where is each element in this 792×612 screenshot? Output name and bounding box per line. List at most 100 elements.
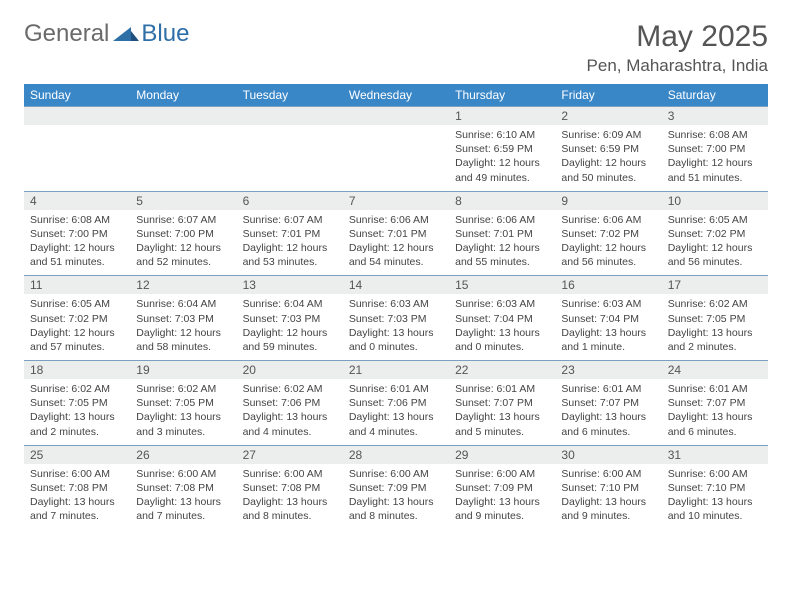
day-number: 18 <box>24 361 130 379</box>
day-number: 23 <box>555 361 661 379</box>
calendar-day-cell: 6Sunrise: 6:07 AMSunset: 7:01 PMDaylight… <box>237 191 343 276</box>
calendar-day-cell: 22Sunrise: 6:01 AMSunset: 7:07 PMDayligh… <box>449 361 555 446</box>
daylight-line: Daylight: 12 hours and 52 minutes. <box>136 241 230 269</box>
sunrise-line: Sunrise: 6:02 AM <box>30 382 124 396</box>
daylight-line: Daylight: 13 hours and 2 minutes. <box>668 326 762 354</box>
calendar-day-cell: 7Sunrise: 6:06 AMSunset: 7:01 PMDaylight… <box>343 191 449 276</box>
day-body: Sunrise: 6:01 AMSunset: 7:06 PMDaylight:… <box>343 379 449 445</box>
day-body: Sunrise: 6:10 AMSunset: 6:59 PMDaylight:… <box>449 125 555 191</box>
sunset-line: Sunset: 7:05 PM <box>136 396 230 410</box>
daylight-line: Daylight: 13 hours and 0 minutes. <box>349 326 443 354</box>
brand-logo: General Blue <box>24 20 189 48</box>
sunset-line: Sunset: 7:04 PM <box>455 312 549 326</box>
sunset-line: Sunset: 7:07 PM <box>455 396 549 410</box>
daylight-line: Daylight: 13 hours and 7 minutes. <box>136 495 230 523</box>
day-body: Sunrise: 6:05 AMSunset: 7:02 PMDaylight:… <box>24 294 130 360</box>
calendar-day-cell: 10Sunrise: 6:05 AMSunset: 7:02 PMDayligh… <box>662 191 768 276</box>
calendar-day-cell: 2Sunrise: 6:09 AMSunset: 6:59 PMDaylight… <box>555 107 661 192</box>
day-number: 6 <box>237 192 343 210</box>
daylight-line: Daylight: 13 hours and 6 minutes. <box>561 410 655 438</box>
daylight-line: Daylight: 13 hours and 0 minutes. <box>455 326 549 354</box>
sunset-line: Sunset: 7:06 PM <box>349 396 443 410</box>
calendar-day-cell: 21Sunrise: 6:01 AMSunset: 7:06 PMDayligh… <box>343 361 449 446</box>
sunrise-line: Sunrise: 6:08 AM <box>30 213 124 227</box>
sunset-line: Sunset: 7:00 PM <box>30 227 124 241</box>
calendar-day-cell: 14Sunrise: 6:03 AMSunset: 7:03 PMDayligh… <box>343 276 449 361</box>
calendar-day-cell: 15Sunrise: 6:03 AMSunset: 7:04 PMDayligh… <box>449 276 555 361</box>
brand-mark-icon <box>113 23 139 46</box>
calendar-day-cell: 23Sunrise: 6:01 AMSunset: 7:07 PMDayligh… <box>555 361 661 446</box>
calendar-day-cell: 30Sunrise: 6:00 AMSunset: 7:10 PMDayligh… <box>555 445 661 529</box>
brand-part1: General <box>24 20 109 48</box>
daylight-line: Daylight: 12 hours and 59 minutes. <box>243 326 337 354</box>
day-body: Sunrise: 6:08 AMSunset: 7:00 PMDaylight:… <box>662 125 768 191</box>
header: General Blue May 2025 Pen, Maharashtra, … <box>24 20 768 76</box>
day-body: Sunrise: 6:07 AMSunset: 7:01 PMDaylight:… <box>237 210 343 276</box>
sunrise-line: Sunrise: 6:04 AM <box>243 297 337 311</box>
calendar-day-cell: 3Sunrise: 6:08 AMSunset: 7:00 PMDaylight… <box>662 107 768 192</box>
day-number: 30 <box>555 446 661 464</box>
sunset-line: Sunset: 7:09 PM <box>455 481 549 495</box>
day-body: Sunrise: 6:01 AMSunset: 7:07 PMDaylight:… <box>555 379 661 445</box>
day-number: 13 <box>237 276 343 294</box>
day-body <box>237 125 343 183</box>
sunrise-line: Sunrise: 6:00 AM <box>243 467 337 481</box>
sunrise-line: Sunrise: 6:01 AM <box>455 382 549 396</box>
sunrise-line: Sunrise: 6:05 AM <box>668 213 762 227</box>
calendar-day-cell: 13Sunrise: 6:04 AMSunset: 7:03 PMDayligh… <box>237 276 343 361</box>
calendar-day-cell <box>24 107 130 192</box>
sunset-line: Sunset: 7:02 PM <box>30 312 124 326</box>
calendar-day-cell <box>130 107 236 192</box>
calendar-day-cell: 8Sunrise: 6:06 AMSunset: 7:01 PMDaylight… <box>449 191 555 276</box>
weekday-header: Saturday <box>662 84 768 107</box>
weekday-header: Friday <box>555 84 661 107</box>
daylight-line: Daylight: 12 hours and 54 minutes. <box>349 241 443 269</box>
calendar-day-cell: 5Sunrise: 6:07 AMSunset: 7:00 PMDaylight… <box>130 191 236 276</box>
calendar-day-cell: 9Sunrise: 6:06 AMSunset: 7:02 PMDaylight… <box>555 191 661 276</box>
brand-part2: Blue <box>141 20 189 48</box>
daylight-line: Daylight: 13 hours and 10 minutes. <box>668 495 762 523</box>
weekday-header-row: Sunday Monday Tuesday Wednesday Thursday… <box>24 84 768 107</box>
day-body: Sunrise: 6:01 AMSunset: 7:07 PMDaylight:… <box>662 379 768 445</box>
sunset-line: Sunset: 7:09 PM <box>349 481 443 495</box>
day-number-bar <box>343 107 449 125</box>
day-number: 3 <box>662 107 768 125</box>
sunset-line: Sunset: 7:08 PM <box>136 481 230 495</box>
sunrise-line: Sunrise: 6:01 AM <box>349 382 443 396</box>
day-body: Sunrise: 6:00 AMSunset: 7:08 PMDaylight:… <box>130 464 236 530</box>
day-number-bar <box>237 107 343 125</box>
day-body: Sunrise: 6:05 AMSunset: 7:02 PMDaylight:… <box>662 210 768 276</box>
weekday-header: Thursday <box>449 84 555 107</box>
daylight-line: Daylight: 13 hours and 9 minutes. <box>455 495 549 523</box>
sunset-line: Sunset: 7:02 PM <box>561 227 655 241</box>
sunrise-line: Sunrise: 6:05 AM <box>30 297 124 311</box>
day-body: Sunrise: 6:03 AMSunset: 7:04 PMDaylight:… <box>449 294 555 360</box>
day-number: 5 <box>130 192 236 210</box>
day-number: 19 <box>130 361 236 379</box>
day-body: Sunrise: 6:09 AMSunset: 6:59 PMDaylight:… <box>555 125 661 191</box>
sunrise-line: Sunrise: 6:02 AM <box>136 382 230 396</box>
calendar-week-row: 4Sunrise: 6:08 AMSunset: 7:00 PMDaylight… <box>24 191 768 276</box>
day-number: 21 <box>343 361 449 379</box>
day-body: Sunrise: 6:00 AMSunset: 7:10 PMDaylight:… <box>662 464 768 530</box>
day-number: 31 <box>662 446 768 464</box>
daylight-line: Daylight: 12 hours and 55 minutes. <box>455 241 549 269</box>
day-body: Sunrise: 6:08 AMSunset: 7:00 PMDaylight:… <box>24 210 130 276</box>
calendar-day-cell: 20Sunrise: 6:02 AMSunset: 7:06 PMDayligh… <box>237 361 343 446</box>
calendar-day-cell: 16Sunrise: 6:03 AMSunset: 7:04 PMDayligh… <box>555 276 661 361</box>
sunset-line: Sunset: 7:02 PM <box>668 227 762 241</box>
weekday-header: Wednesday <box>343 84 449 107</box>
day-number-bar <box>130 107 236 125</box>
sunset-line: Sunset: 6:59 PM <box>561 142 655 156</box>
day-number: 7 <box>343 192 449 210</box>
sunrise-line: Sunrise: 6:06 AM <box>561 213 655 227</box>
daylight-line: Daylight: 12 hours and 56 minutes. <box>561 241 655 269</box>
sunset-line: Sunset: 7:00 PM <box>668 142 762 156</box>
sunset-line: Sunset: 7:04 PM <box>561 312 655 326</box>
daylight-line: Daylight: 13 hours and 5 minutes. <box>455 410 549 438</box>
day-number: 4 <box>24 192 130 210</box>
sunset-line: Sunset: 7:00 PM <box>136 227 230 241</box>
sunrise-line: Sunrise: 6:00 AM <box>668 467 762 481</box>
calendar-table: Sunday Monday Tuesday Wednesday Thursday… <box>24 84 768 529</box>
day-number: 20 <box>237 361 343 379</box>
